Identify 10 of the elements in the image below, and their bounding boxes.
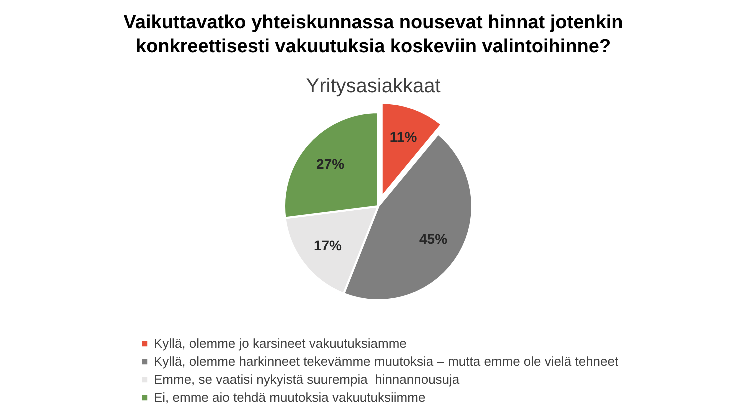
data-label: 17% [314, 238, 343, 254]
chart-title: Vaikuttavatko yhteiskunnassa nousevat hinnat jotenkin konkreettisesti vakuutuksia koskeviin valintoihinne? [124, 12, 624, 58]
legend-label: Emme, se vaatisi nykyistä suurempia hinnannousuja [154, 372, 460, 387]
data-label: 45% [420, 231, 448, 248]
chart-subtitle: Yritysasiakkaat [306, 76, 442, 98]
legend-label: Kyllä, olemme jo karsineet vakuutuksiamme [154, 336, 407, 351]
data-label: 11% [390, 128, 418, 145]
legend-label: Kyllä, olemme harkinneet tekevämme muutoksia – mutta emme ole vielä tehneet [154, 354, 619, 369]
legend-label: Ei, emme aio tehdä muutoksia vakuutuksiimme [154, 390, 426, 405]
data-label: 27% [316, 156, 346, 172]
